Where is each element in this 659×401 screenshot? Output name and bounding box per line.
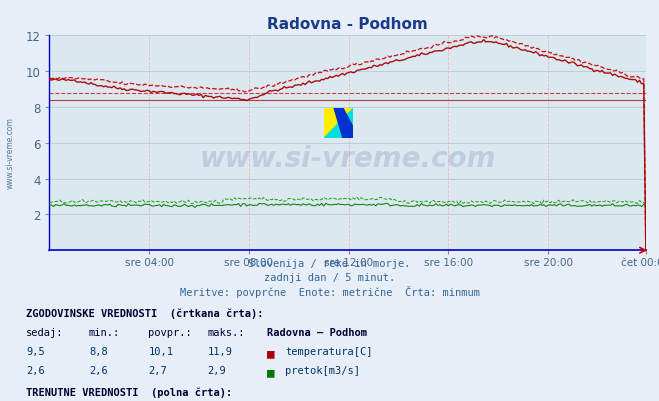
Text: 8,8: 8,8 [89,346,107,356]
Text: 2,6: 2,6 [26,365,45,375]
Text: ZGODOVINSKE VREDNOSTI  (črtkana črta):: ZGODOVINSKE VREDNOSTI (črtkana črta): [26,308,264,318]
Text: 2,6: 2,6 [89,365,107,375]
Text: Radovna – Podhom: Radovna – Podhom [267,327,367,337]
Text: TRENUTNE VREDNOSTI  (polna črta):: TRENUTNE VREDNOSTI (polna črta): [26,387,233,397]
Text: pretok[m3/s]: pretok[m3/s] [285,365,360,375]
Text: Meritve: povprčne  Enote: metrične  Črta: minmum: Meritve: povprčne Enote: metrične Črta: … [179,285,480,297]
Text: www.si-vreme.com: www.si-vreme.com [5,117,14,188]
Text: ■: ■ [267,346,274,359]
Text: povpr.:: povpr.: [148,327,192,337]
Text: zadnji dan / 5 minut.: zadnji dan / 5 minut. [264,272,395,282]
Text: Slovenija / reke in morje.: Slovenija / reke in morje. [248,259,411,269]
Text: 2,7: 2,7 [148,365,167,375]
Text: 2,9: 2,9 [208,365,226,375]
Text: sedaj:: sedaj: [26,327,64,337]
Polygon shape [324,109,353,139]
Text: www.si-vreme.com: www.si-vreme.com [200,144,496,172]
Text: temperatura[C]: temperatura[C] [285,346,373,356]
Title: Radovna - Podhom: Radovna - Podhom [268,17,428,32]
Text: ■: ■ [267,365,274,378]
Text: maks.:: maks.: [208,327,245,337]
Text: 11,9: 11,9 [208,346,233,356]
Text: 10,1: 10,1 [148,346,173,356]
Text: 9,5: 9,5 [26,346,45,356]
Polygon shape [334,109,353,139]
Text: min.:: min.: [89,327,120,337]
Polygon shape [324,109,353,139]
